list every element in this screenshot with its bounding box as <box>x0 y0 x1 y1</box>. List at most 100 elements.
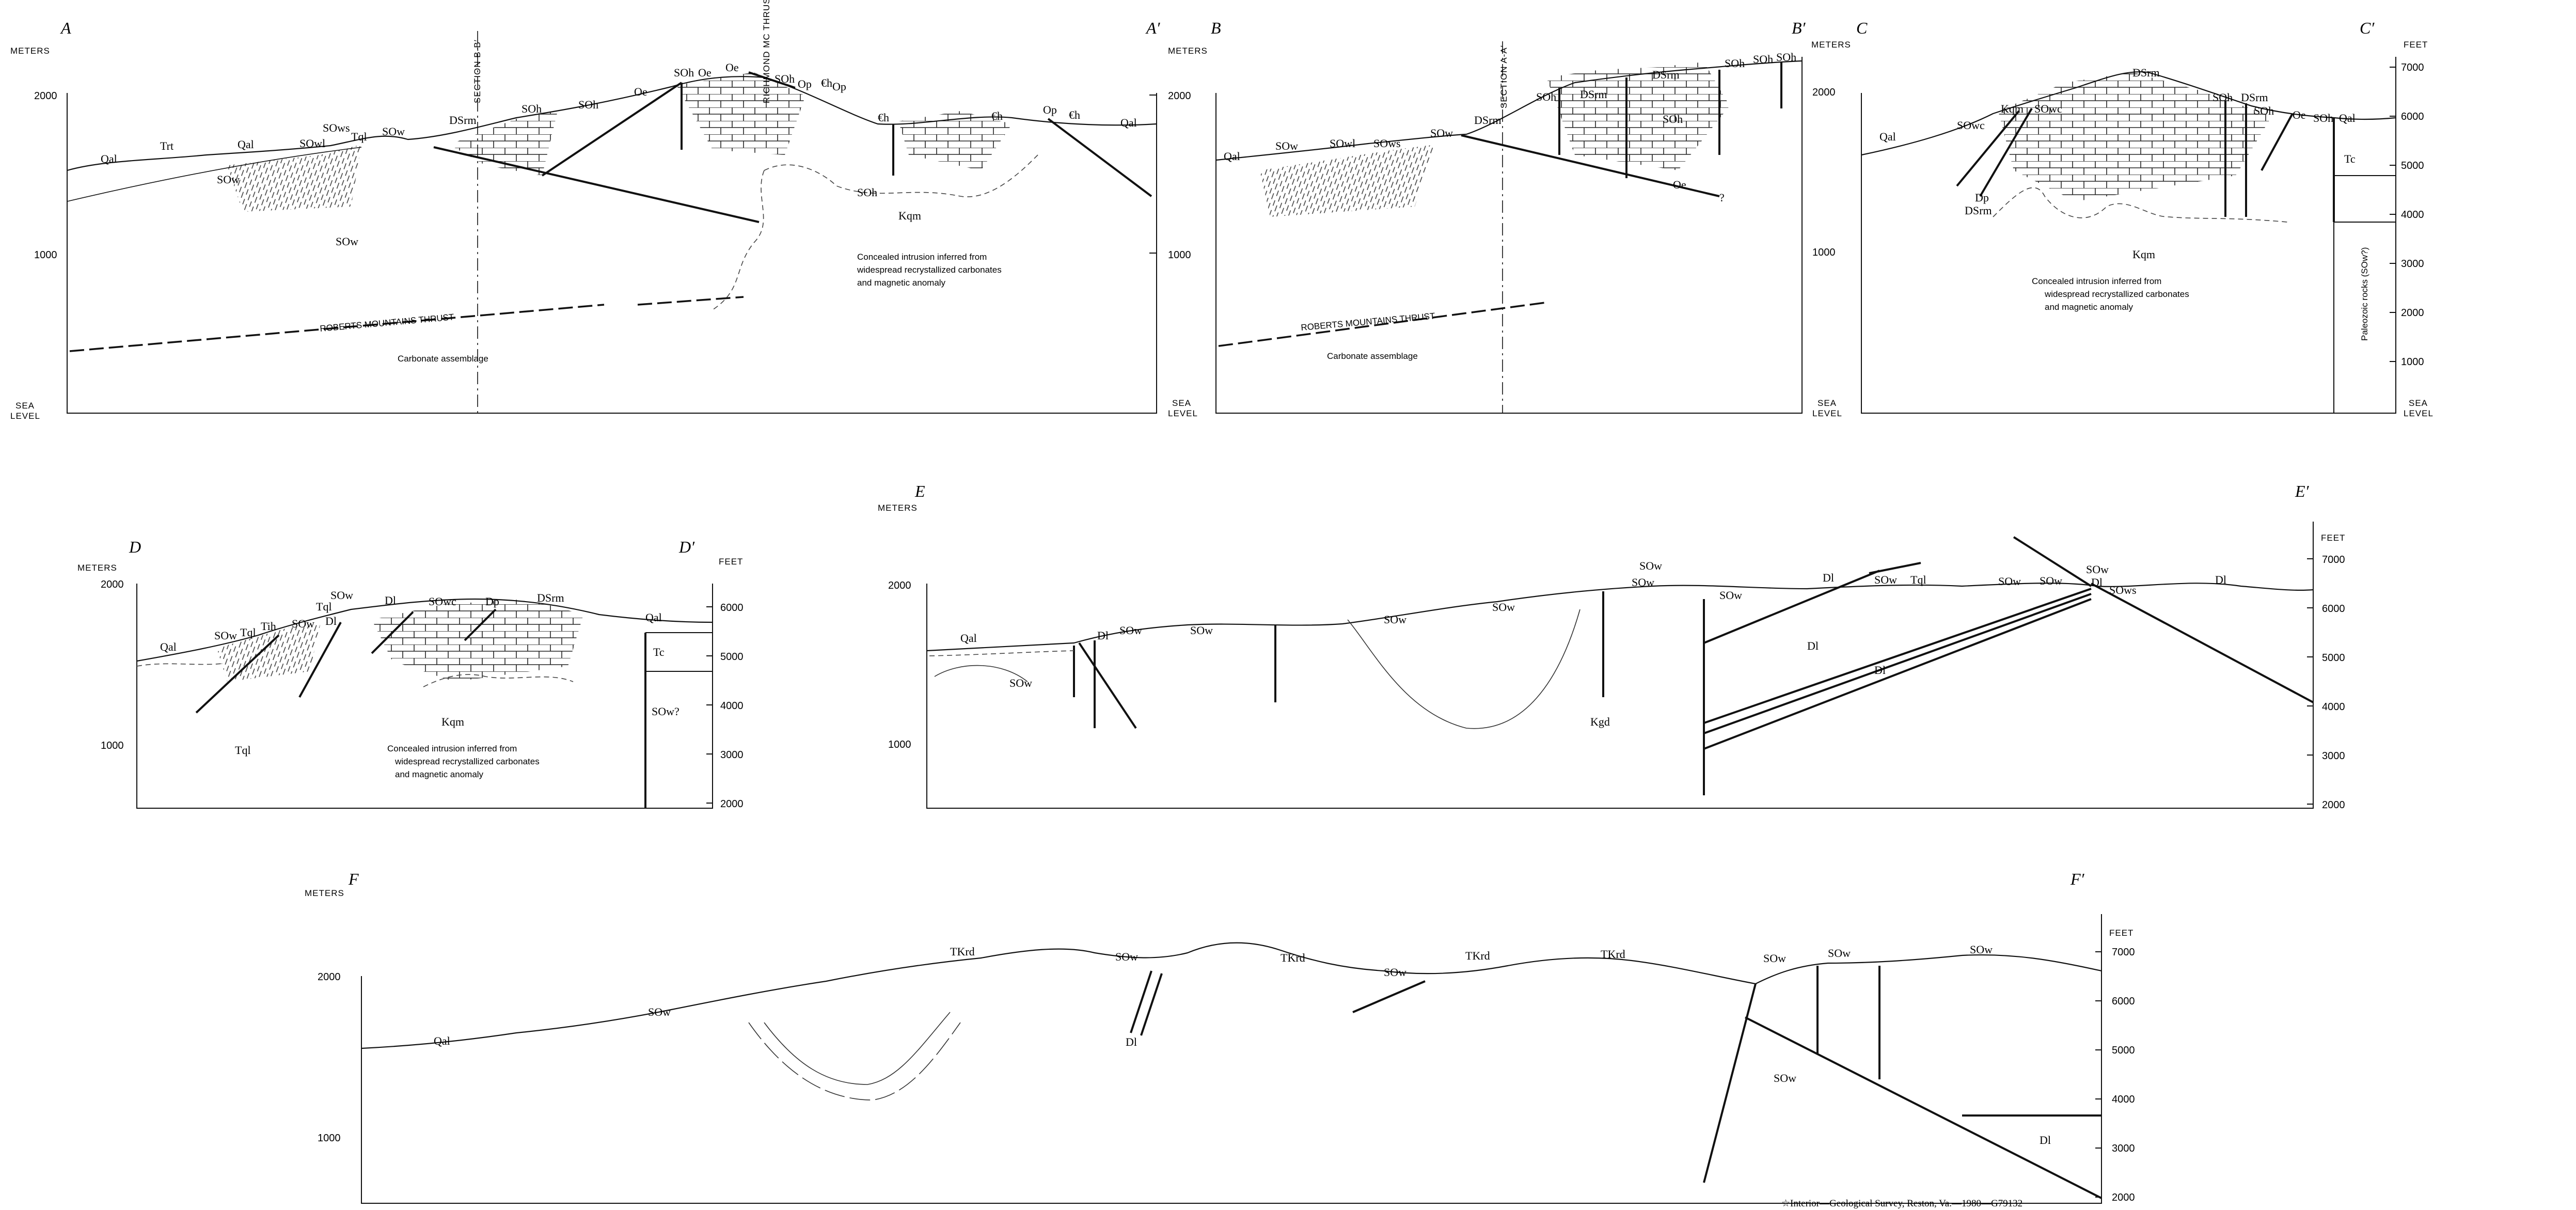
section-e-end-letter: E′ <box>2295 482 2310 500</box>
unit-label: SOw <box>336 235 358 248</box>
tick: 3000 <box>2401 258 2424 270</box>
contact <box>67 147 362 202</box>
topographic-profile <box>361 942 2102 1049</box>
unit-label: SOh <box>2313 112 2333 124</box>
tick: 7000 <box>2322 554 2345 565</box>
richmond-thrust-label: RICHMOND MC THRUST <box>762 0 771 103</box>
unit-label: SOw <box>1384 613 1406 626</box>
tick: 1000 <box>1168 249 1191 261</box>
unit-label: SOw <box>330 589 353 602</box>
section-f-feet-label: FEET <box>2109 928 2134 938</box>
contact <box>929 650 1074 656</box>
level-label: LEVEL <box>2404 408 2433 418</box>
unit-label: SOh <box>1725 57 1745 70</box>
tc-column <box>645 632 713 672</box>
unit-label: Kqm <box>441 715 464 728</box>
limestone-fill <box>676 72 805 155</box>
section-b-start-letter: B <box>1211 19 1221 37</box>
unit-label: SOh <box>1663 113 1683 125</box>
unit-label: SOw <box>1774 1072 1796 1085</box>
unit-label: SOw <box>1763 952 1786 965</box>
footer-imprint: ☆Interior—Geological Survey, Reston, Va.… <box>1781 1198 2022 1209</box>
section-c: C C′ FEET 7000 6000 5000 4000 3000 2000 … <box>1856 19 2433 418</box>
unit-label: SOw <box>1492 601 1515 614</box>
fault-lines <box>195 608 646 808</box>
unit-label: SOh <box>521 102 542 115</box>
unit-label: Oe <box>1673 178 1686 191</box>
hatch-fill <box>217 625 320 682</box>
tick: 4000 <box>2322 701 2345 713</box>
unit-label: SOh <box>2212 91 2233 104</box>
unit-label: SOw <box>1430 127 1453 139</box>
tick: 1000 <box>2401 356 2424 368</box>
intrusion-note-line: and magnetic anomaly <box>2045 302 2134 312</box>
topographic-profile <box>67 76 1157 171</box>
tick: 2000 <box>1812 87 1836 98</box>
tick: 4000 <box>2401 209 2424 221</box>
tick: 7000 <box>2112 947 2135 958</box>
unit-label: Qal <box>1224 150 1240 163</box>
sea-label: SEA <box>1172 398 1191 408</box>
tick: 6000 <box>2112 996 2135 1007</box>
section-f-start-letter: F <box>348 870 359 888</box>
unit-label: Kgd <box>1590 715 1610 728</box>
unit-label: SOw <box>1828 947 1851 960</box>
unit-label: SOws <box>1373 137 1401 150</box>
unit-label: SOw <box>214 629 237 642</box>
limestone-fill <box>449 111 558 176</box>
rmt-label: ROBERTS MOUNTAINS THRUST <box>320 312 454 334</box>
roberts-mountains-thrust <box>1218 301 1550 347</box>
unit-label: Dl <box>325 615 337 627</box>
tc-column <box>2333 175 2396 413</box>
unit-label: DSrm <box>1580 88 1607 101</box>
tick: 3000 <box>2112 1143 2135 1154</box>
tick: 1000 <box>888 739 911 750</box>
unit-label: Tc <box>2344 152 2356 165</box>
sea-label: SEA <box>2409 398 2428 408</box>
unit-label: SOws <box>323 121 350 134</box>
unit-label: SOw <box>1970 943 1993 956</box>
level-label: LEVEL <box>1812 408 1842 418</box>
sea-label: SEA <box>15 401 35 411</box>
section-c-frame <box>1861 57 2396 414</box>
tick: 3000 <box>720 749 744 761</box>
unit-label: SOwl <box>1330 137 1355 150</box>
tick: 2000 <box>34 90 57 102</box>
unit-label: TKrd <box>1465 949 1490 962</box>
unit-label: SOw <box>2040 574 2062 587</box>
unit-label: SOw <box>1115 950 1138 963</box>
intrusion-note-line: and magnetic anomaly <box>395 769 484 779</box>
unit-label: €h <box>878 111 889 124</box>
fault-lines <box>1956 101 2335 222</box>
rmt-label: ROBERTS MOUNTAINS THRUST <box>1301 311 1435 333</box>
unit-label: Dp <box>1975 191 1989 204</box>
unit-label: SOh <box>775 72 795 85</box>
section-d-meters-label: METERS <box>77 563 117 573</box>
unit-label: SOws <box>2109 584 2137 596</box>
unit-label: SOw <box>1009 677 1032 689</box>
section-c-start-letter: C <box>1856 19 1868 37</box>
tick: 1000 <box>1812 247 1836 258</box>
tick: 5000 <box>2112 1045 2135 1056</box>
unit-label: €h <box>1069 108 1080 121</box>
sea-label: SEA <box>1818 398 1837 408</box>
intrusion-note-line: widespread recrystallized carbonates <box>857 265 1002 275</box>
tick: 1000 <box>101 740 124 751</box>
unit-label: SOh <box>1776 51 1796 64</box>
unit-label: SOh <box>2254 104 2274 117</box>
unit-label: DSrm <box>2132 66 2160 79</box>
intrusion-contact <box>712 154 1038 310</box>
tick: 5000 <box>2401 160 2424 171</box>
section-e-start-letter: E <box>914 482 925 500</box>
tick: 2000 <box>2322 799 2345 811</box>
unit-label: Qal <box>238 138 254 151</box>
unit-label: SOh <box>674 66 694 79</box>
topographic-profile <box>1861 71 2396 156</box>
tick: 2000 <box>101 579 124 590</box>
unit-label: DSrm <box>537 591 564 604</box>
section-a-start-letter: A <box>60 19 71 37</box>
unit-label: SOwc <box>2034 102 2062 115</box>
unit-label: SOw <box>1719 589 1742 602</box>
section-a-end-letter: A′ <box>1145 19 1161 37</box>
